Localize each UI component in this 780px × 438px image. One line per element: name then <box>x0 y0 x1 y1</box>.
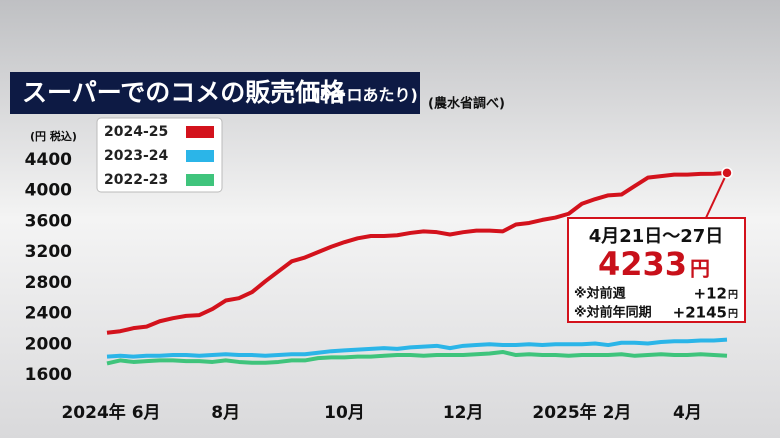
legend-swatch <box>186 174 214 186</box>
x-tick-label: 4月 <box>673 403 702 423</box>
legend-label: 2022-23 <box>104 172 168 188</box>
series-line <box>106 349 728 366</box>
callout-unit: 円 <box>690 257 710 281</box>
callout-row-value: +2145 <box>673 304 727 322</box>
x-tick-label: 2025年 2月 <box>532 402 631 423</box>
y-unit-label: (円 税込) <box>30 129 77 143</box>
y-tick-label: 3600 <box>25 211 72 231</box>
callout-connector <box>704 172 728 221</box>
y-tick-label: 4400 <box>25 150 72 170</box>
y-tick-label: 4000 <box>25 181 72 201</box>
callout-price: 4233 <box>598 245 687 283</box>
callout-row-label: ※対前年同期 <box>574 305 652 321</box>
callout-date: 4月21日〜27日 <box>589 226 724 247</box>
y-tick-label: 2800 <box>25 273 72 293</box>
end-point <box>721 167 733 179</box>
title-banner <box>10 72 420 114</box>
y-tick-label: 3200 <box>25 242 72 262</box>
x-tick-label: 12月 <box>443 403 484 423</box>
chart-title-suffix: (5キロあたり) <box>312 86 418 105</box>
source: (農水省調べ) <box>428 96 505 112</box>
x-tick-label: 8月 <box>211 403 240 423</box>
x-tick-label: 10月 <box>324 403 365 423</box>
callout-row-unit: 円 <box>728 289 738 301</box>
series-line <box>106 170 728 335</box>
callout-box <box>567 217 746 323</box>
legend-swatch <box>186 126 214 138</box>
y-tick-label: 2000 <box>25 334 72 354</box>
callout-row-unit: 円 <box>728 308 738 320</box>
series-line <box>106 337 728 359</box>
callout-row-label: ※対前週 <box>574 286 626 302</box>
legend-label: 2024-25 <box>104 124 168 140</box>
y-tick-label: 1600 <box>25 365 72 385</box>
legend-label: 2023-24 <box>104 148 169 164</box>
legend-swatch <box>186 150 214 162</box>
y-tick-label: 2400 <box>25 304 72 324</box>
callout-row-value: +12 <box>694 285 727 303</box>
chart-title: スーパーでのコメの販売価格 <box>22 78 346 107</box>
x-tick-label: 2024年 6月 <box>61 402 160 423</box>
